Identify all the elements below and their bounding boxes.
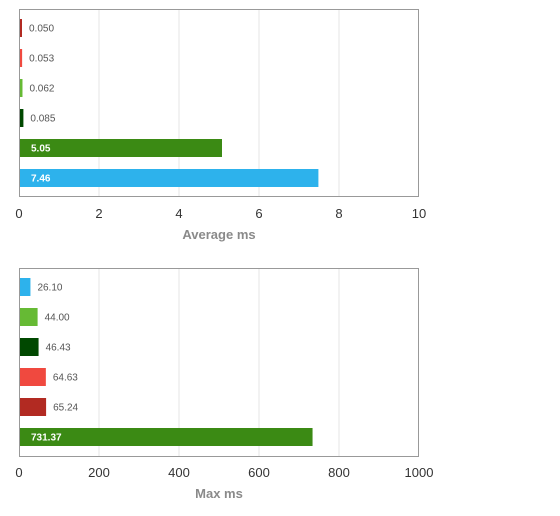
avg-bar (20, 109, 24, 127)
avg-bar (20, 19, 22, 37)
avg-x-tick-label: 4 (175, 206, 182, 221)
max-plot-frame (19, 268, 419, 457)
max-bar-value-label: 731.37 (31, 433, 62, 444)
max-x-tick-label: 400 (168, 465, 190, 480)
max-x-axis-title: Max ms (195, 486, 243, 501)
max-ms-chart: 26.10 44.00 46.43 64.63 65.24 731.37 0 200 400 60… (0, 258, 560, 516)
max-bar-value-label: 64.63 (53, 373, 78, 384)
avg-plot-frame (19, 9, 419, 197)
max-bar (20, 368, 46, 386)
avg-x-axis-title: Average ms (182, 227, 255, 242)
average-ms-chart: 0.050 0.053 0.062 0.085 5.05 7.46 0 2 4 6 8 10 Avera… (0, 0, 560, 250)
max-bar (20, 398, 47, 416)
average-ms-chart-svg: 0.050 0.053 0.062 0.085 5.05 7.46 0 2 4 6 8 10 Avera… (15, 9, 426, 242)
avg-x-tick-label: 8 (335, 206, 342, 221)
avg-x-tick-label: 2 (95, 206, 102, 221)
max-x-tick-label: 800 (328, 465, 350, 480)
max-bar (20, 278, 31, 296)
max-bar-value-label: 26.10 (37, 283, 62, 294)
avg-bar (20, 139, 222, 157)
avg-bar-value-label: 0.062 (29, 84, 54, 95)
avg-bar (20, 49, 23, 67)
avg-bar-value-label: 5.05 (31, 144, 51, 155)
max-plot-area (19, 268, 419, 457)
max-bar-value-label: 44.00 (45, 313, 70, 324)
max-bar-value-label: 65.24 (53, 403, 78, 414)
max-x-tick-label: 0 (15, 465, 22, 480)
avg-x-tick-label: 10 (412, 206, 426, 221)
avg-bar (20, 79, 23, 97)
avg-bar-value-label: 0.053 (29, 54, 54, 65)
max-x-tick-label: 600 (248, 465, 270, 480)
max-x-tick-label: 200 (88, 465, 110, 480)
max-bar (20, 338, 39, 356)
max-bar (20, 308, 38, 326)
avg-plot-area (19, 9, 419, 197)
max-bar-value-label: 46.43 (46, 343, 71, 354)
avg-bar-value-label: 7.46 (31, 174, 51, 185)
max-x-tick-label: 1000 (405, 465, 434, 480)
avg-x-tick-label: 0 (15, 206, 22, 221)
avg-bar-value-label: 0.050 (29, 24, 54, 35)
max-bar (20, 428, 313, 446)
avg-bar (20, 169, 319, 187)
avg-bar-value-label: 0.085 (30, 114, 55, 125)
max-ms-chart-svg: 26.10 44.00 46.43 64.63 65.24 731.37 0 200 400 60… (15, 268, 434, 501)
avg-x-tick-label: 6 (255, 206, 262, 221)
